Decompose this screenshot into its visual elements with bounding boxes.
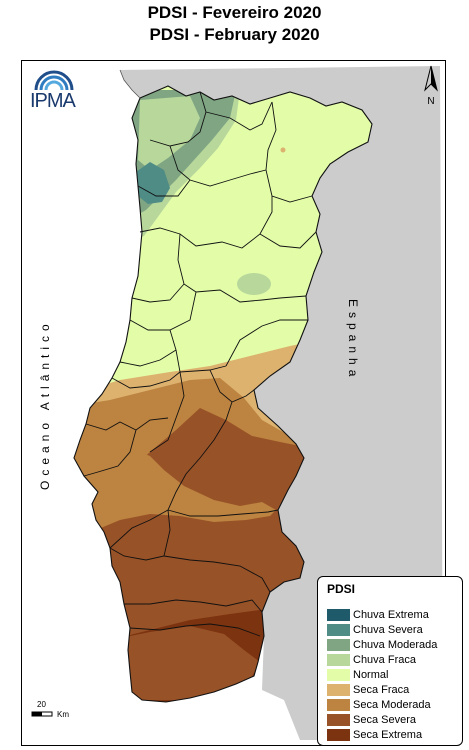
ipma-logo <box>34 70 74 91</box>
legend-swatch <box>327 713 350 726</box>
legend-swatch <box>327 728 350 741</box>
legend-item: Chuva Moderada <box>327 638 437 651</box>
zone-seca-severa-south <box>110 626 260 700</box>
legend-label: Chuva Extrema <box>353 608 429 621</box>
scale-bar <box>31 711 53 717</box>
legend-label: Chuva Moderada <box>353 638 438 651</box>
legend-swatch <box>327 668 350 681</box>
legend-swatch <box>327 608 350 621</box>
spain-coast <box>119 69 141 99</box>
legend-label: Normal <box>353 668 389 681</box>
scale-value: 20 <box>37 700 46 709</box>
legend-label: Seca Moderada <box>353 698 431 711</box>
legend-title: PDSI <box>327 582 356 596</box>
legend-item: Chuva Extrema <box>327 608 429 621</box>
zone-chuva-severa <box>136 162 170 204</box>
scale-unit: Km <box>57 710 69 719</box>
legend-label: Chuva Fraca <box>353 653 416 666</box>
legend-label: Seca Fraca <box>353 683 410 696</box>
legend-item: Chuva Fraca <box>327 653 416 666</box>
legend-swatch <box>327 638 350 651</box>
legend-swatch <box>327 698 350 711</box>
legend-swatch <box>327 623 350 636</box>
legend-swatch <box>327 683 350 696</box>
legend-item: Chuva Severa <box>327 623 423 636</box>
zone-seca-fraca-spot <box>280 147 286 153</box>
district-boundaries <box>73 85 373 703</box>
legend-swatch <box>327 653 350 666</box>
legend-label: Seca Extrema <box>353 728 423 741</box>
spain-land <box>120 66 443 740</box>
zone-seca-moderada-south <box>74 448 276 540</box>
zone-chuva-fraca-north <box>138 96 200 170</box>
north-label: N <box>427 96 434 107</box>
legend-label: Seca Severa <box>353 713 416 726</box>
zone-chuva-fraca-center <box>237 273 271 295</box>
north-arrow-icon: N <box>424 65 438 107</box>
map-title-pt: PDSI - Fevereiro 2020 <box>147 3 322 22</box>
map-title-en: PDSI - February 2020 <box>149 25 320 44</box>
legend-item: Normal <box>327 668 388 681</box>
legend-label: Chuva Severa <box>353 623 423 636</box>
legend-item: Seca Severa <box>327 713 416 726</box>
legend-item: Seca Extrema <box>327 728 422 741</box>
ipma-logo-text: IPMA <box>30 90 76 112</box>
ocean-label: Oceano Atlântico <box>38 319 52 491</box>
spain-label: Espanha <box>346 298 360 382</box>
legend: PDSI Chuva Extrema Chuva Severa Chuva Mode… <box>317 576 463 746</box>
legend-item: Seca Fraca <box>327 683 409 696</box>
legend-item: Seca Moderada <box>327 698 431 711</box>
